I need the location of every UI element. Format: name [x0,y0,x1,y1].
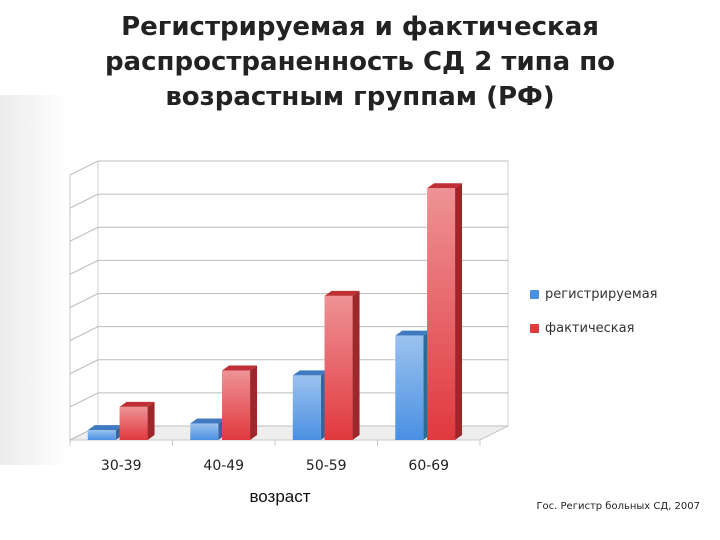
title-line-2: распространенность СД 2 типа по [104,47,616,77]
x-tick-label: 40-49 [203,458,244,474]
bar [427,183,463,440]
bar [324,290,360,440]
bar [292,370,328,440]
bar [87,425,123,440]
x-tick-label: 60-69 [408,458,449,474]
x-tick-label: 50-59 [306,458,347,474]
legend-swatch-registered [530,289,539,299]
legend-item-registered: регистрируемая [530,283,658,305]
legend-item-actual: фактическая [530,317,658,339]
legend-swatch-actual [530,323,539,333]
bar [395,330,431,440]
legend: регистрируемая фактическая [530,283,658,351]
title-line-3: возрастным группам (РФ) [165,82,555,112]
title-line-1: Регистрируемая и фактическая [121,12,599,42]
legend-label-registered: регистрируемая [545,286,658,302]
left-background-fade [0,95,70,465]
x-axis-label: возраст [249,487,311,506]
bar [119,401,155,440]
bar [222,365,258,440]
gridline [69,160,508,176]
source-note: Гос. Регистр больных СД, 2007 [536,501,700,512]
legend-label-actual: фактическая [545,320,635,336]
x-tick-label: 30-39 [101,458,142,474]
chart-title: Регистрируемая и фактическая распростран… [40,10,680,115]
bar [190,418,226,440]
